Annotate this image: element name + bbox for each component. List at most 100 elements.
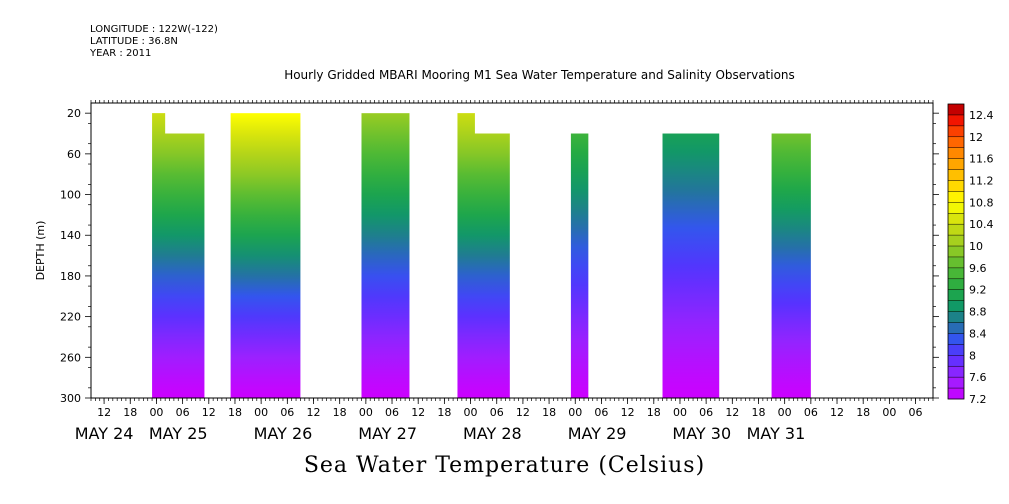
x-tick-label: 06 bbox=[594, 406, 608, 419]
data-block bbox=[361, 113, 410, 398]
colorbar-label: 10.4 bbox=[969, 218, 994, 231]
colorbar-label: 7.2 bbox=[969, 393, 987, 406]
colorbar-swatch bbox=[948, 322, 964, 334]
colorbar-swatch bbox=[948, 213, 964, 225]
x-tick-label: 18 bbox=[437, 406, 451, 419]
x-tick-label: 12 bbox=[830, 406, 844, 419]
colorbar-label: 9.6 bbox=[969, 262, 987, 275]
x-tick-label: 06 bbox=[385, 406, 399, 419]
y-axis-label: DEPTH (m) bbox=[34, 221, 47, 281]
x-tick-label: 12 bbox=[621, 406, 635, 419]
x-tick-label: 00 bbox=[254, 406, 268, 419]
colorbar-swatch bbox=[948, 125, 964, 138]
x-date-label: MAY 25 bbox=[149, 424, 208, 443]
x-tick-label: 18 bbox=[856, 406, 870, 419]
data-block bbox=[457, 113, 510, 398]
x-tick-label: 06 bbox=[280, 406, 294, 419]
colorbar-label: 11.2 bbox=[969, 174, 994, 187]
data-block bbox=[152, 113, 205, 398]
colorbar-swatch bbox=[948, 224, 964, 236]
x-date-label: MAY 27 bbox=[358, 424, 417, 443]
y-tick-label: 100 bbox=[60, 189, 81, 202]
x-tick-label: 18 bbox=[751, 406, 765, 419]
y-tick-label: 220 bbox=[60, 311, 81, 324]
colorbar-swatch bbox=[948, 191, 964, 203]
y-tick-label: 300 bbox=[60, 392, 81, 405]
colorbar-swatch bbox=[948, 311, 964, 323]
x-tick-label: 00 bbox=[464, 406, 478, 419]
colorbar-swatch bbox=[948, 104, 964, 116]
colorbar-label: 12.4 bbox=[969, 109, 994, 122]
x-tick-label: 12 bbox=[725, 406, 739, 419]
y-tick-label: 20 bbox=[67, 107, 81, 120]
colorbar-swatch bbox=[948, 267, 964, 280]
y-tick-label: 180 bbox=[60, 270, 81, 283]
header-metadata: LONGITUDE : 122W(-122) LATITUDE : 36.8N … bbox=[90, 24, 218, 60]
colorbar-label: 12 bbox=[969, 131, 983, 144]
x-tick-label: 18 bbox=[123, 406, 137, 419]
colorbar-swatch bbox=[948, 278, 964, 291]
x-tick-label: 12 bbox=[411, 406, 425, 419]
x-date-label: MAY 30 bbox=[672, 424, 731, 443]
colorbar-swatch bbox=[948, 388, 964, 400]
x-tick-label: 06 bbox=[699, 406, 713, 419]
x-tick-label: 12 bbox=[202, 406, 216, 419]
y-tick-label: 140 bbox=[60, 229, 81, 242]
colorbar-swatch bbox=[948, 147, 964, 159]
colorbar-swatch bbox=[948, 235, 964, 247]
colorbar-swatch bbox=[948, 355, 964, 367]
x-date-label: MAY 31 bbox=[747, 424, 806, 443]
x-tick-label: 18 bbox=[228, 406, 242, 419]
x-tick-label: 00 bbox=[673, 406, 687, 419]
colorbar-swatch bbox=[948, 344, 964, 356]
x-tick-label: 18 bbox=[647, 406, 661, 419]
colorbar-swatch bbox=[948, 377, 964, 389]
colorbar-label: 8.4 bbox=[969, 327, 987, 340]
x-tick-label: 00 bbox=[359, 406, 373, 419]
x-tick-label: 12 bbox=[97, 406, 111, 419]
x-tick-label: 06 bbox=[490, 406, 504, 419]
x-tick-label: 06 bbox=[909, 406, 923, 419]
colorbar-swatch bbox=[948, 256, 964, 269]
x-date-label: MAY 29 bbox=[568, 424, 627, 443]
colorbar-swatch bbox=[948, 246, 964, 258]
colorbar-swatch bbox=[948, 333, 964, 345]
colorbar-label: 8 bbox=[969, 349, 976, 362]
x-tick-label: 06 bbox=[804, 406, 818, 419]
x-tick-label: 18 bbox=[542, 406, 556, 419]
colorbar-label: 10.8 bbox=[969, 196, 994, 209]
colorbar-label: 7.6 bbox=[969, 371, 987, 384]
colorbar-swatch bbox=[948, 366, 964, 378]
year-label: YEAR : 2011 bbox=[90, 48, 152, 59]
colorbar-swatch bbox=[948, 158, 964, 170]
data-block bbox=[230, 113, 301, 398]
x-tick-label: 00 bbox=[568, 406, 582, 419]
longitude-label: LONGITUDE : 122W(-122) bbox=[90, 24, 218, 35]
x-tick-label: 06 bbox=[176, 406, 190, 419]
colorbar-swatch bbox=[948, 136, 964, 149]
x-tick-label: 00 bbox=[778, 406, 792, 419]
colorbar-label: 10 bbox=[969, 240, 983, 253]
colorbar-swatch bbox=[948, 300, 964, 312]
x-date-label: MAY 26 bbox=[254, 424, 313, 443]
colorbar-variable-label: Sea Water Temperature (Celsius) bbox=[303, 453, 706, 478]
colorbar-swatch bbox=[948, 114, 964, 127]
colorbar-swatch bbox=[948, 202, 964, 214]
plot-frame bbox=[90, 102, 934, 399]
x-tick-label: 12 bbox=[516, 406, 530, 419]
colorbar-label: 8.8 bbox=[969, 306, 987, 319]
colorbar-swatch bbox=[948, 169, 964, 181]
latitude-label: LATITUDE : 36.8N bbox=[90, 36, 178, 47]
y-tick-label: 60 bbox=[67, 148, 81, 161]
data-block bbox=[570, 133, 589, 398]
colorbar-swatch bbox=[948, 180, 964, 192]
x-tick-label: 12 bbox=[306, 406, 320, 419]
chart-title: Hourly Gridded MBARI Mooring M1 Sea Wate… bbox=[284, 68, 795, 82]
data-block bbox=[771, 133, 811, 398]
x-tick-label: 18 bbox=[333, 406, 347, 419]
colorbar-frame bbox=[947, 103, 965, 400]
y-tick-label: 260 bbox=[60, 351, 81, 364]
colorbar-swatch bbox=[948, 289, 964, 301]
x-date-label: MAY 24 bbox=[75, 424, 134, 443]
